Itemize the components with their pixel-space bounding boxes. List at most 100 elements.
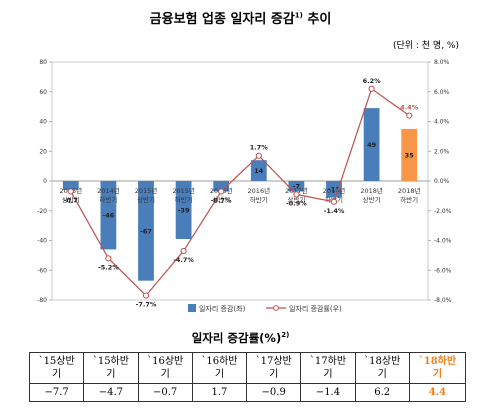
rate-point — [330, 198, 338, 205]
rate-table-header-cell: `17하반 기 — [300, 352, 356, 384]
category-label-half: 하반기 — [400, 195, 418, 204]
bar-value-label: -7 — [293, 183, 300, 191]
rate-table: `15상반 기 `15하반 기 `16상반 기 `16하반 기 `17상반 기 `17하반… — [28, 352, 467, 402]
y-right-tick-label: 0.0% — [434, 178, 450, 185]
category-label-year: 2014년 — [97, 186, 120, 195]
category-label-half: 하반기 — [175, 195, 193, 204]
rate-value-label: -7.7% — [136, 301, 157, 309]
rate-table-header-cell: `17상반 기 — [246, 352, 302, 384]
y-right-tick-label: 2.0% — [434, 148, 450, 155]
category-label-year: 2015년 — [135, 186, 158, 195]
rate-table-header-cell: `16상반 기 — [137, 352, 193, 384]
y-right-tick-label: -4.0% — [434, 238, 452, 245]
rate-table-value-cell: −7.7 — [28, 383, 85, 402]
rate-table-value-cell: −0.9 — [246, 383, 302, 402]
bar — [213, 181, 230, 192]
rate-value-label: 4.4% — [400, 104, 419, 112]
y-left-tick-label: -20 — [37, 208, 47, 215]
y-left-tick-label: 40 — [39, 119, 47, 126]
category-label-half: 하반기 — [99, 195, 117, 204]
rate-value-label: -5.2% — [98, 263, 119, 271]
bar — [363, 108, 380, 181]
category-label-year: 2016년 — [248, 186, 271, 195]
category-label-half: 상반기 — [212, 195, 230, 204]
rate-table-header-row: `15상반 기 `15하반 기 `16상반 기 `16하반 기 `17상반 기 `17하반… — [28, 352, 467, 384]
rate-table-value-row: −7.7 −4.7 −0.7 1.7 −0.9 −1.4 6.2 4.4 — [28, 383, 467, 402]
legend-line-label: 일자리 증감률(우) — [289, 304, 342, 313]
category-label-year: 2017년 — [323, 186, 346, 195]
rate-table-value-cell: −0.7 — [137, 383, 193, 402]
rate-point — [180, 247, 187, 255]
table-title: 일자리 증감률(%)2) — [0, 330, 481, 346]
y-right-tick-label: -6.0% — [434, 267, 452, 274]
chart-title: 금융보험 업종 일자리 증감1) 추이 — [0, 8, 481, 27]
rate-table-header-cell: `18상반 기 — [354, 352, 410, 384]
category-label-year: 2018년 — [398, 186, 421, 195]
bar-value-label: -11 — [328, 186, 340, 194]
unit-label: (단위 : 천 명, %) — [392, 41, 459, 51]
rate-point — [293, 191, 300, 198]
rate-point — [368, 85, 375, 92]
chart-title-text: 금융보험 업종 일자리 증감 — [149, 12, 295, 27]
rate-line — [70, 87, 410, 297]
rate-table-value-cell: 6.2 — [354, 383, 410, 402]
y-left-tick-label: -80 — [37, 297, 47, 304]
rate-value-label: 6.2% — [363, 77, 382, 85]
y-right-tick-label: 8.0% — [434, 59, 450, 66]
category-label-year: 2018년 — [360, 186, 383, 195]
category-label-year: 2015년 — [172, 186, 195, 195]
category-label-half: 상반기 — [287, 195, 305, 204]
y-left-tick-label: -40 — [37, 238, 47, 245]
legend-bar-label: 일자리 증감(좌) — [199, 304, 246, 313]
y-left-tick-label: 60 — [39, 89, 47, 96]
bar — [250, 160, 267, 181]
rate-point — [218, 188, 225, 195]
y-left-tick-label: 20 — [39, 148, 47, 155]
rate-value-label: 1.7% — [250, 144, 269, 152]
rate-table-value-cell-highlight: 4.4 — [408, 383, 467, 402]
bar-line-chart: 80 60 40 20 0 -20 -40 -60 -80 8.0% 6.0% 4.0% 2.0% 0.0… — [37, 59, 452, 313]
legend-line-marker — [273, 305, 279, 311]
rate-value-label: -4.7% — [173, 256, 194, 264]
y-left-tick-label: 80 — [39, 59, 47, 66]
bar — [100, 181, 117, 250]
category-label-half: 상반기 — [62, 195, 80, 204]
bar-value-label: 35 — [405, 151, 415, 159]
bar — [401, 128, 418, 181]
y-left-tick-label: -60 — [37, 267, 47, 274]
rate-table-header-cell: `16하반 기 — [191, 352, 248, 384]
table-title-footnote: 2) — [281, 331, 290, 340]
y-right-tick-label: 6.0% — [434, 89, 450, 96]
category-label-half: 상반기 — [363, 195, 381, 204]
chart-title-suffix: 추이 — [302, 12, 332, 27]
bar — [62, 181, 79, 190]
bar-value-label: 49 — [367, 141, 377, 149]
chart-title-footnote: 1) — [294, 11, 303, 20]
rate-value-label: -0.7 — [64, 196, 78, 204]
rate-table-value-cell: −1.4 — [300, 383, 356, 402]
rate-table-value-cell: −4.7 — [83, 383, 139, 402]
bar-value-label: -67 — [140, 227, 152, 235]
rate-value-label: -0.7% — [211, 196, 232, 204]
rate-table-header-cell-highlight: `18하반 기 — [408, 352, 467, 384]
rate-table-header-cell: `15하반 기 — [83, 352, 139, 384]
rate-value-label: -1.4% — [324, 207, 345, 215]
category-label-half: 하반기 — [250, 195, 268, 204]
bar-value-label: 14 — [254, 167, 264, 175]
y-left-tick-label: 0 — [43, 178, 47, 185]
rate-table-value-cell: 1.7 — [191, 383, 248, 402]
rate-point — [255, 152, 262, 159]
category-label-year: 2017년 — [285, 186, 308, 195]
rate-value-label: -0.9% — [286, 199, 307, 207]
y-right-tick-label: 4.0% — [434, 119, 450, 126]
rate-table-header-cell: `15상반 기 — [28, 352, 85, 384]
bar-value-label: -46 — [103, 212, 115, 220]
bar — [326, 181, 342, 198]
table-title-text: 일자리 증감률(%) — [191, 331, 282, 345]
legend-bar-swatch — [188, 304, 196, 312]
bar — [138, 181, 154, 281]
rate-point — [142, 292, 150, 299]
bar — [288, 181, 305, 192]
category-label-half: 상반기 — [137, 195, 155, 204]
rate-point — [406, 112, 413, 119]
